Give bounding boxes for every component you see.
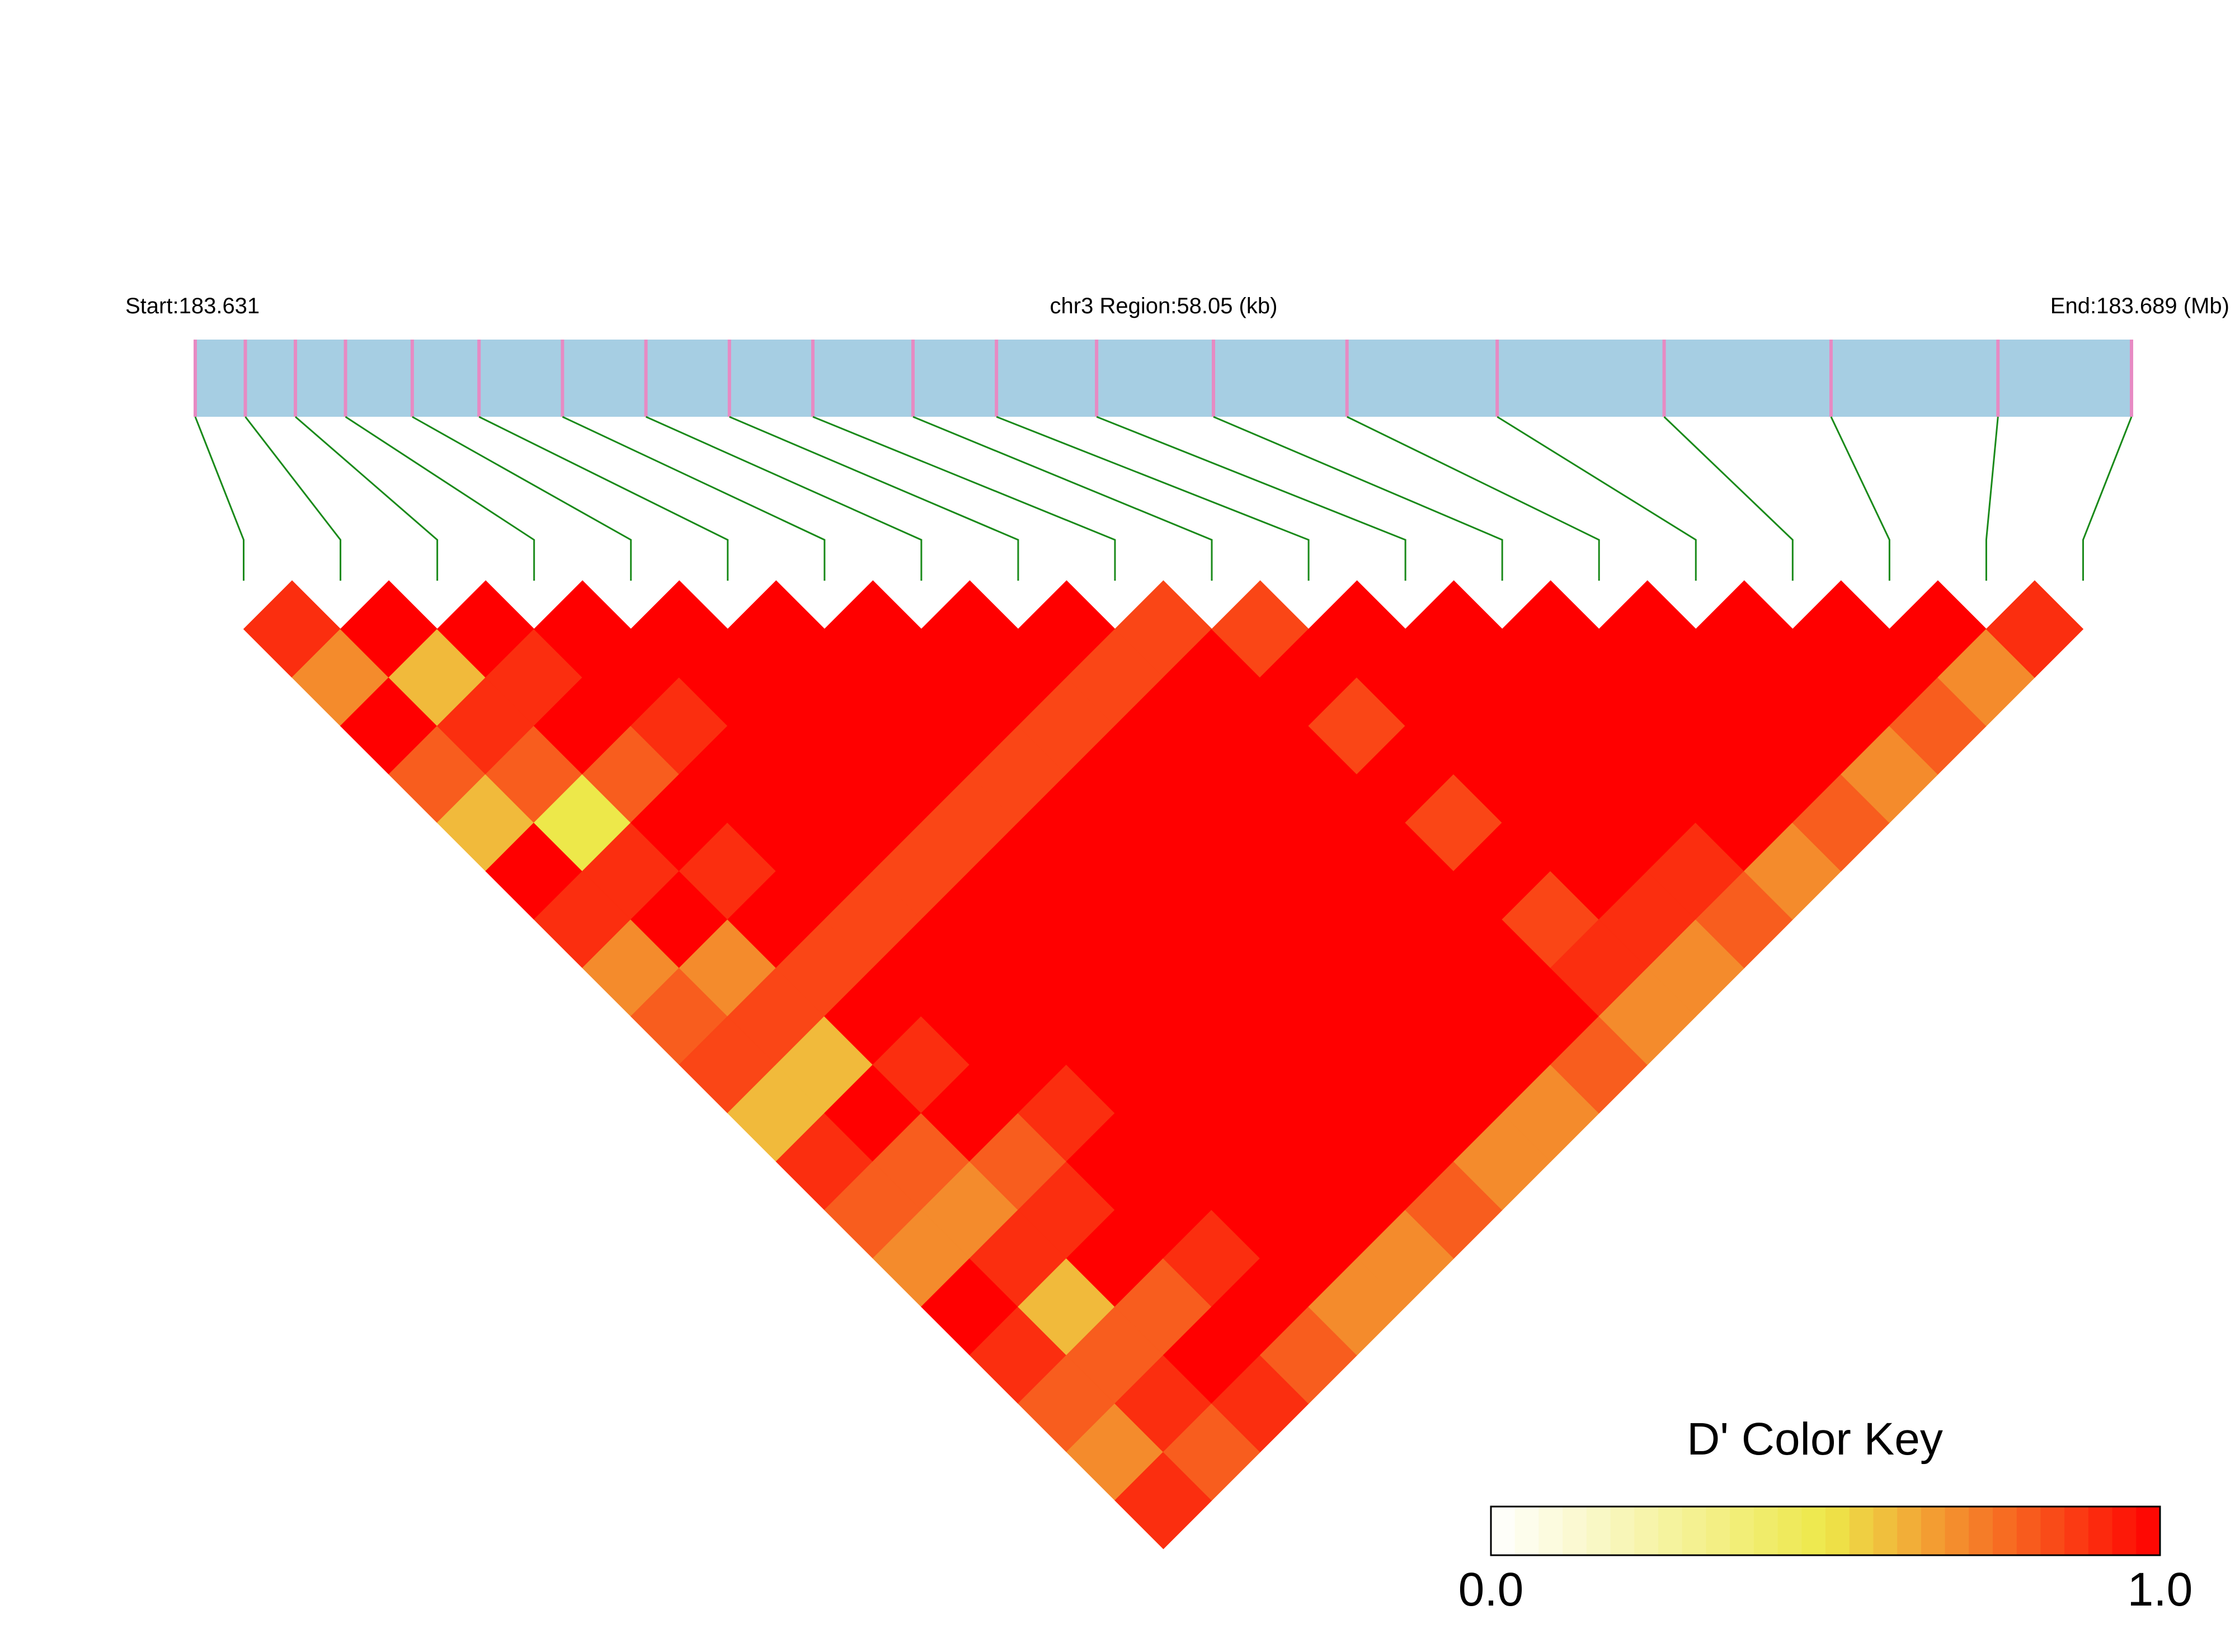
snp-link [412, 416, 632, 581]
snp-link [1347, 416, 1600, 581]
colorbar-segment [1514, 1507, 1539, 1555]
colorbar-segment [1897, 1507, 1922, 1555]
snp-link [645, 416, 923, 581]
colorbar-tick-label: 0.0 [1458, 1563, 1524, 1616]
colorbar-segment [2016, 1507, 2041, 1555]
end-label: End:183.689 (Mb) [2050, 294, 2229, 318]
colorbar-segment [1945, 1507, 1969, 1555]
colorbar-segment [2112, 1507, 2137, 1555]
colorbar-segment [1777, 1507, 1802, 1555]
colorbar-segment [1586, 1507, 1611, 1555]
colorbar-tick-label: 1.0 [2128, 1563, 2193, 1616]
colorbar-segment [1849, 1507, 1874, 1555]
snp-link [1663, 416, 1794, 581]
colorbar-segment [1538, 1507, 1563, 1555]
colorbar-segment [1682, 1507, 1706, 1555]
colorbar-segment [1491, 1507, 1516, 1555]
colorbar-segment [2136, 1507, 2161, 1555]
ld-cell [1985, 580, 2084, 678]
colorbar-segment [1730, 1507, 1754, 1555]
colorbar-title: D' Color Key [1687, 1414, 1943, 1465]
snp-link [478, 416, 729, 581]
colorbar-frame [1490, 1505, 2161, 1556]
snp-link [729, 416, 1019, 581]
colorbar-segment [2088, 1507, 2113, 1555]
colorbar-segment [1634, 1507, 1659, 1555]
colorbar-segment [1610, 1507, 1635, 1555]
snp-link [1497, 416, 1697, 581]
snp-link [912, 416, 1213, 581]
colorbar-segment [1993, 1507, 2017, 1555]
colorbar-segment [1921, 1507, 1946, 1555]
colorbar-segment [1658, 1507, 1683, 1555]
colorbar-segment [1825, 1507, 1850, 1555]
colorbar-segment [1801, 1507, 1826, 1555]
snp-link [1830, 416, 1890, 581]
colorbar-segment [2064, 1507, 2089, 1555]
snp-track [195, 340, 2132, 417]
region-label: chr3 Region:58.05 (kb) [1050, 294, 1278, 318]
colorbar-segment [2040, 1507, 2065, 1555]
snp-link [1985, 416, 1999, 581]
start-label: Start:183.631 [125, 294, 260, 318]
snp-link [1213, 416, 1503, 581]
snp-link [996, 416, 1310, 581]
snp-link [1096, 416, 1406, 581]
snp-link [194, 416, 245, 581]
snp-link [812, 416, 1116, 581]
colorbar-segment [1873, 1507, 1898, 1555]
colorbar-segment [1753, 1507, 1778, 1555]
snp-link [295, 416, 439, 581]
snp-link [562, 416, 826, 581]
snp-link [2082, 416, 2133, 581]
snp-link [244, 416, 342, 581]
snp-link [345, 416, 535, 581]
colorbar-segment [1563, 1507, 1587, 1555]
colorbar-segment [1969, 1507, 1993, 1555]
colorbar-segment [1706, 1507, 1730, 1555]
